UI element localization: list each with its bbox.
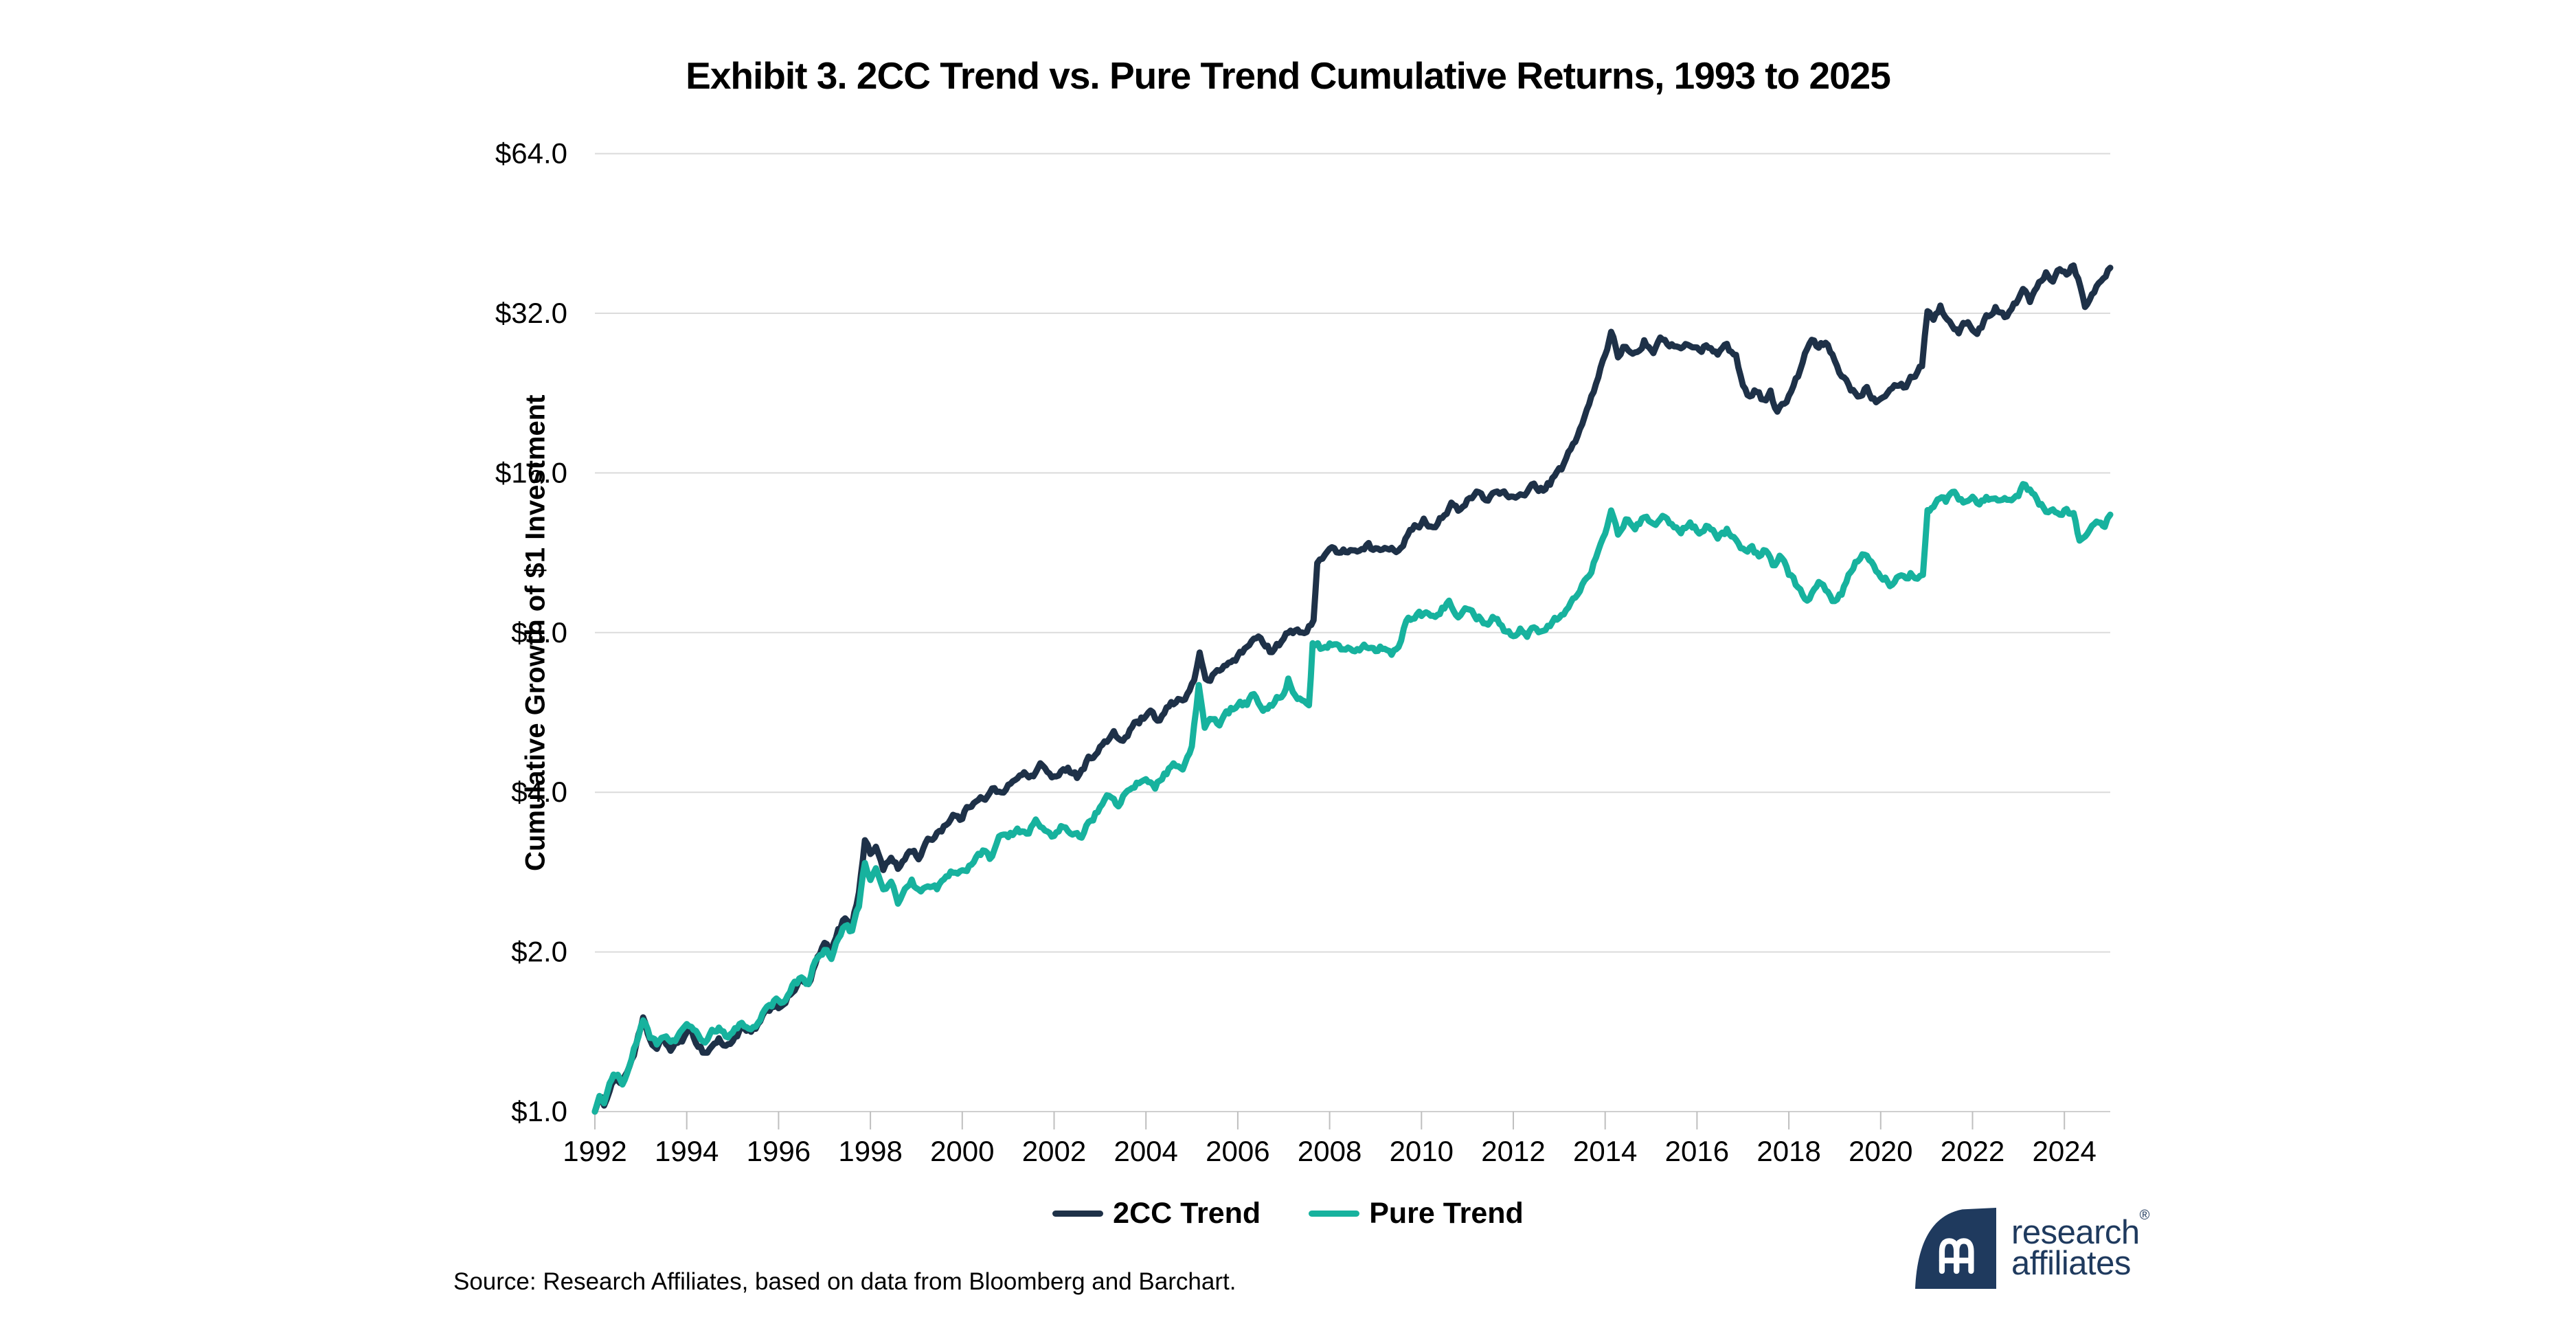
chart-title: Exhibit 3. 2CC Trend vs. Pure Trend Cumu… — [686, 54, 1891, 97]
x-tick-label: 2024 — [2032, 1135, 2096, 1167]
x-tick-label: 2020 — [1849, 1135, 1912, 1167]
y-tick-label: $32.0 — [495, 297, 567, 329]
x-tick-label: 2012 — [1481, 1135, 1545, 1167]
x-tick-label: 2006 — [1206, 1135, 1269, 1167]
x-tick-label: 2002 — [1022, 1135, 1086, 1167]
x-tick-label: 2010 — [1390, 1135, 1454, 1167]
y-tick-label: $16.0 — [495, 456, 567, 488]
legend-item-pure-trend: Pure Trend — [1309, 1197, 1524, 1230]
series-line-pure-trend — [591, 481, 2114, 1115]
x-tick-label: 2000 — [930, 1135, 994, 1167]
legend-label-2cc-trend: 2CC Trend — [1113, 1197, 1261, 1230]
x-tick-label: 1992 — [563, 1135, 626, 1167]
research-affiliates-icon — [1915, 1208, 1996, 1289]
y-tick-label: $1.0 — [511, 1095, 567, 1127]
chart-legend: 2CC Trend Pure Trend — [0, 1197, 2576, 1230]
x-tick-label: 2022 — [1941, 1135, 2004, 1167]
logo-word-research: research — [2011, 1213, 2140, 1251]
legend-label-pure-trend: Pure Trend — [1369, 1197, 1524, 1230]
y-tick-label: $8.0 — [511, 616, 567, 649]
2cc-trend-line-swatch — [1052, 1211, 1104, 1217]
x-tick-label: 2004 — [1114, 1135, 1177, 1167]
x-tick-label: 1994 — [655, 1135, 719, 1167]
y-tick-label: $2.0 — [511, 936, 567, 968]
legend-item-2cc-trend: 2CC Trend — [1052, 1197, 1261, 1230]
x-tick-label: 2014 — [1573, 1135, 1637, 1167]
research-affiliates-wordmark: research® affiliates — [2011, 1208, 2149, 1282]
x-tick-label: 2018 — [1756, 1135, 1820, 1167]
y-tick-label: $64.0 — [495, 137, 567, 170]
x-tick-label: 1998 — [838, 1135, 902, 1167]
x-tick-label: 2016 — [1665, 1135, 1729, 1167]
registered-mark: ® — [2139, 1207, 2150, 1223]
y-tick-label: $4.0 — [511, 776, 567, 808]
logo-word-affiliates: affiliates — [2011, 1245, 2131, 1282]
x-tick-label: 2008 — [1298, 1135, 1362, 1167]
research-affiliates-logo: research® affiliates — [1915, 1208, 2149, 1289]
x-tick-label: 1996 — [747, 1135, 811, 1167]
source-note: Source: Research Affiliates, based on da… — [453, 1268, 1236, 1295]
series-line-2cc-trend — [591, 262, 2114, 1115]
pure-trend-line-swatch — [1309, 1211, 1360, 1217]
